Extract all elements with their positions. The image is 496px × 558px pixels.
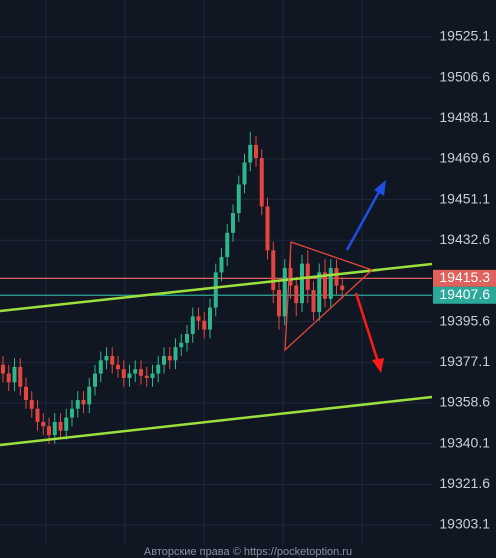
- candle-body: [196, 316, 201, 321]
- trend-line: [0, 262, 433, 313]
- footer: Авторские права © https://pocketoption.r…: [144, 546, 352, 558]
- candle-body: [133, 369, 138, 374]
- candle-body: [242, 162, 247, 185]
- triangle-pattern: [284, 241, 374, 352]
- candle-body: [110, 355, 115, 365]
- arrow-head: [374, 180, 386, 196]
- price-label-box: [433, 269, 496, 287]
- candle-body: [87, 386, 92, 405]
- candle-body: [219, 257, 224, 273]
- candle-body: [340, 285, 345, 290]
- price-label: 19415.3: [439, 269, 490, 285]
- price-axis: 19303.1 19321.6 19340.1 19358.6 19377.1 19395…: [433, 28, 496, 532]
- y-tick-label: 19377.1: [439, 353, 490, 369]
- candle-body: [259, 158, 264, 207]
- y-tick-label: 19506.6: [439, 68, 490, 84]
- candle-body: [231, 213, 235, 233]
- arrow-down: [354, 292, 380, 363]
- candle-body: [98, 360, 103, 374]
- arrow-up: [345, 189, 382, 251]
- candle-body: [121, 369, 126, 378]
- candle-body: [156, 364, 161, 374]
- candle-body: [162, 355, 166, 365]
- y-tick-label: 19469.6: [439, 150, 490, 166]
- candle-body: [248, 144, 253, 163]
- candle-body: [93, 373, 97, 387]
- candle-body: [52, 421, 57, 436]
- y-tick-label: 19451.1: [439, 190, 490, 206]
- candle-body: [24, 386, 28, 400]
- candle-body: [104, 355, 109, 361]
- candle-body: [75, 399, 80, 409]
- candle-body: [208, 307, 212, 330]
- candle-body: [70, 408, 74, 418]
- candle-body: [213, 272, 218, 308]
- candle-body: [254, 144, 258, 159]
- candle-body: [277, 289, 281, 317]
- y-tick-label: 19321.6: [439, 475, 490, 491]
- candle-body: [18, 366, 23, 387]
- candle-body: [127, 373, 132, 378]
- candle-body: [116, 364, 120, 370]
- candle-body: [35, 408, 40, 422]
- arrow-head: [372, 358, 384, 373]
- candle-body: [58, 421, 63, 431]
- candle-body: [179, 342, 184, 348]
- price-label-box: [433, 286, 496, 304]
- candle-body: [173, 347, 178, 361]
- candle-body: [323, 272, 327, 299]
- candle-body: [41, 421, 46, 427]
- candle-body: [81, 399, 86, 405]
- candle-body: [1, 364, 5, 374]
- y-tick-label: 19432.6: [439, 231, 490, 247]
- y-tick-label: 19488.1: [439, 109, 490, 125]
- candle-body: [6, 373, 11, 383]
- candle-body: [139, 369, 143, 376]
- candle-body: [12, 366, 17, 383]
- y-tick-label: 19525.1: [439, 28, 490, 44]
- candle-body: [300, 263, 304, 304]
- candle-body: [185, 333, 189, 343]
- candle-body: [144, 375, 149, 378]
- price-label: 19407.6: [439, 286, 490, 302]
- candle-body: [265, 206, 270, 251]
- y-tick-label: 19303.1: [439, 516, 490, 532]
- candle-body: [288, 268, 293, 286]
- candle-body: [167, 355, 172, 361]
- candles: [1, 131, 345, 444]
- y-tick-label: 19358.6: [439, 394, 490, 410]
- candle-body: [150, 373, 155, 378]
- candle-body: [29, 399, 34, 409]
- candle-body: [294, 285, 299, 304]
- candle-body: [47, 426, 51, 436]
- candle-body: [64, 417, 69, 431]
- candle-body: [282, 268, 287, 317]
- candle-body: [271, 250, 276, 290]
- candle-body: [328, 268, 333, 299]
- y-tick-label: 19395.6: [439, 312, 490, 328]
- y-tick-label: 19340.1: [439, 434, 490, 450]
- drawings: [0, 180, 433, 447]
- candle-body: [334, 268, 339, 286]
- candle-body: [202, 320, 207, 330]
- candle-body: [311, 289, 316, 312]
- candle-body: [317, 272, 322, 312]
- candle-body: [236, 184, 241, 214]
- candle-body: [190, 316, 195, 334]
- trend-line: [0, 395, 433, 447]
- candle-body: [225, 232, 230, 258]
